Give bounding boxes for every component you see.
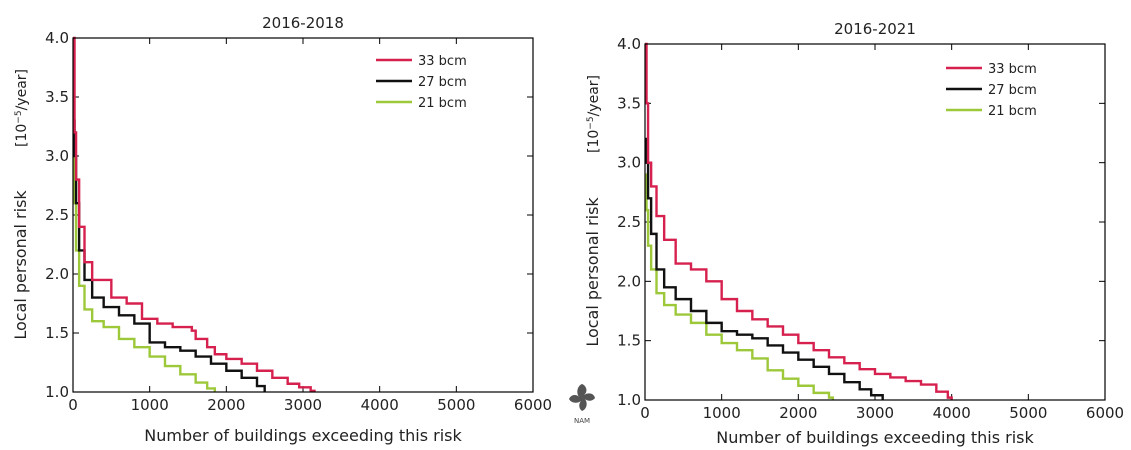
- y-tick-label: 2.0: [45, 265, 69, 283]
- y-axis-unit: [10−5/year]: [586, 75, 602, 153]
- series-line-27-bcm: [645, 137, 884, 400]
- chart-title: 2016-2021: [834, 20, 916, 38]
- x-tick-label: 0: [640, 404, 650, 422]
- y-tick-label: 2.5: [617, 213, 641, 231]
- x-tick-label: 0: [68, 396, 78, 414]
- x-tick-label: 2000: [779, 404, 817, 422]
- y-axis-label: Local personal risk: [583, 197, 602, 347]
- x-ticks: 0 1000 2000 3000 4000 5000 6000: [68, 38, 552, 414]
- y-tick-label: 1.0: [617, 391, 641, 409]
- y-tick-label: 1.0: [45, 383, 69, 401]
- legend-label: 27 bcm: [988, 83, 1037, 98]
- y-tick-label: 3.5: [617, 94, 641, 112]
- legend-label: 33 bcm: [418, 54, 467, 69]
- y-axis-unit: [10−5/year]: [14, 69, 30, 147]
- chart-2016-2018: 2016-2018 Local personal risk [10−5/year…: [11, 14, 552, 445]
- logo-mark-icon: [569, 384, 595, 411]
- series-layer: [645, 42, 953, 400]
- x-tick-label: 4000: [361, 396, 399, 414]
- y-tick-label: 2.0: [617, 272, 641, 290]
- x-tick-label: 4000: [933, 404, 971, 422]
- y-tick-label: 4.0: [617, 35, 641, 53]
- y-axis-unit-base: [10: [586, 130, 602, 153]
- y-tick-label: 4.0: [45, 29, 69, 47]
- legend-label: 21 bcm: [988, 104, 1037, 119]
- nam-logo: NAM: [569, 384, 595, 425]
- x-tick-label: 1000: [131, 396, 169, 414]
- y-axis-unit-exp: −5: [586, 116, 596, 129]
- x-tick-label: 6000: [514, 396, 552, 414]
- x-tick-label: 6000: [1086, 404, 1124, 422]
- y-axis-unit-tail: /year]: [14, 69, 30, 110]
- legend-label: 27 bcm: [418, 75, 467, 90]
- legend: 33 bcm 27 bcm 21 bcm: [946, 62, 1037, 119]
- x-ticks: 0 1000 2000 3000 4000 5000 6000: [640, 44, 1124, 422]
- y-axis-unit-base: [10: [14, 124, 30, 147]
- series-layer: [73, 36, 316, 393]
- chart-2016-2021: 2016-2021 Local personal risk [10−5/year…: [583, 20, 1124, 447]
- y-tick-label: 3.0: [617, 154, 641, 172]
- x-tick-label: 3000: [284, 396, 322, 414]
- y-tick-label: 3.5: [45, 88, 69, 106]
- legend-label: 33 bcm: [988, 62, 1037, 77]
- chart-title: 2016-2018: [262, 14, 344, 32]
- x-tick-label: 2000: [207, 396, 245, 414]
- y-axis-unit-exp: −5: [14, 110, 24, 123]
- y-axis-title: Local personal risk [10−5/year]: [11, 69, 30, 340]
- series-line-21-bcm: [73, 154, 217, 392]
- y-ticks: 1.0 1.5 2.0 2.5 3.0 3.5 4.0: [617, 35, 1105, 409]
- series-line-21-bcm: [645, 173, 835, 400]
- logo-text: NAM: [574, 417, 590, 425]
- plot-frame: [644, 43, 1106, 401]
- legend: 33 bcm 27 bcm 21 bcm: [376, 54, 467, 111]
- legend-label: 21 bcm: [418, 96, 467, 111]
- y-tick-label: 3.0: [45, 147, 69, 165]
- y-tick-label: 1.5: [45, 324, 69, 342]
- plot-frame: [72, 37, 534, 393]
- x-axis-title: Number of buildings exceeding this risk: [716, 428, 1034, 447]
- series-line-33-bcm: [645, 42, 953, 400]
- y-ticks: 1.0 1.5 2.0 2.5 3.0 3.5 4.0: [45, 29, 533, 401]
- y-axis-label: Local personal risk: [11, 190, 30, 340]
- x-tick-label: 5000: [1009, 404, 1047, 422]
- x-tick-label: 3000: [856, 404, 894, 422]
- y-axis-unit-tail: /year]: [586, 75, 602, 116]
- x-tick-label: 5000: [437, 396, 475, 414]
- x-axis-title: Number of buildings exceeding this risk: [144, 426, 462, 445]
- y-tick-label: 1.5: [617, 332, 641, 350]
- x-tick-label: 1000: [703, 404, 741, 422]
- series-line-33-bcm: [73, 36, 316, 393]
- y-tick-label: 2.5: [45, 206, 69, 224]
- y-axis-title: Local personal risk [10−5/year]: [583, 75, 602, 347]
- series-line-27-bcm: [73, 119, 266, 392]
